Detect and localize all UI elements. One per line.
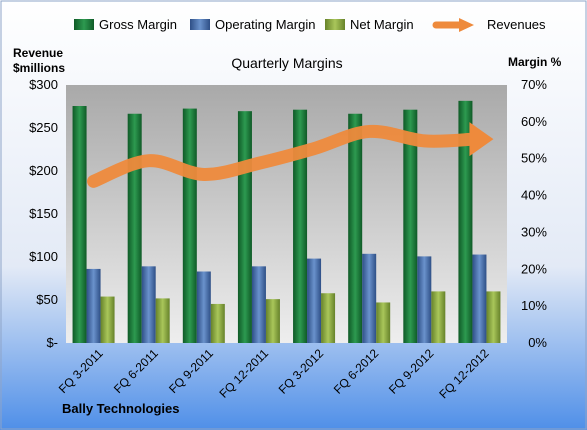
bar-operating-margin [86,268,101,343]
revenue-arrowhead [469,122,494,157]
bar-operating-margin [141,266,156,343]
bar-operating-margin [307,258,322,343]
bar-gross-margin [403,109,418,344]
left-tick-label: $50 [36,292,58,307]
left-axis-label-line1: Revenue [13,46,63,60]
legend-item-operating-margin: Operating Margin [190,17,315,32]
legend-label-revenues: Revenues [487,17,546,32]
legend-item-gross-margin: Gross Margin [74,17,177,32]
bar-net-margin [431,291,446,343]
right-tick-label: 20% [521,261,547,276]
bar-net-margin [155,298,170,343]
bar-net-margin [376,302,391,343]
right-tick-label: 30% [521,224,547,239]
left-tick-label: $200 [29,163,58,178]
revenue-series [87,122,494,188]
revenue-line [87,124,480,188]
legend-swatch-operating-margin [190,19,210,30]
left-tick-label: $100 [29,249,58,264]
legend-swatch-net-margin [325,19,345,30]
legend-label-net-margin: Net Margin [350,17,414,32]
bar-operating-margin [251,266,266,343]
right-tick-label: 10% [521,298,547,313]
bar-operating-margin [417,256,432,343]
bar-operating-margin [196,271,211,343]
legend-swatch-gross-margin [74,19,94,30]
bar-net-margin [210,303,225,343]
right-tick-label: 70% [521,77,547,92]
left-tick-label: $300 [29,77,58,92]
bar-gross-margin [182,108,197,344]
bar-net-margin [486,291,501,343]
chart-title: Quarterly Margins [231,55,342,71]
legend: Gross Margin Operating Margin Net Margin… [74,17,546,32]
bar-gross-margin [348,113,363,344]
right-axis-label: Margin % [508,55,562,69]
bar-net-margin [265,299,280,343]
legend-label-operating-margin: Operating Margin [215,17,315,32]
bar-net-margin [321,293,336,343]
right-axis-ticks: 0% 10% 20% 30% 40% 50% 60% 70% [521,77,547,350]
right-tick-label: 40% [521,188,547,203]
legend-item-net-margin: Net Margin [325,17,414,32]
bar-operating-margin [362,253,377,343]
left-tick-label: $150 [29,206,58,221]
bar-gross-margin [458,100,473,343]
bar-gross-margin [293,109,308,344]
legend-label-gross-margin: Gross Margin [99,17,177,32]
bar-gross-margin [237,111,252,343]
legend-arrowhead-revenues [459,18,474,32]
company-name: Bally Technologies [62,401,180,416]
bar-net-margin [100,296,115,343]
bar-gross-margin [127,113,142,344]
right-tick-label: 60% [521,114,547,129]
left-axis-ticks: $- $50 $100 $150 $200 $250 $300 [29,77,58,350]
bar-operating-margin [472,254,487,343]
left-axis-label-line2: $millions [13,61,65,75]
left-tick-label: $250 [29,120,58,135]
legend-item-revenues: Revenues [432,17,546,32]
left-tick-label: $- [46,335,58,350]
right-tick-label: 50% [521,151,547,166]
right-tick-label: 0% [528,335,547,350]
bar-gross-margin [72,106,87,343]
